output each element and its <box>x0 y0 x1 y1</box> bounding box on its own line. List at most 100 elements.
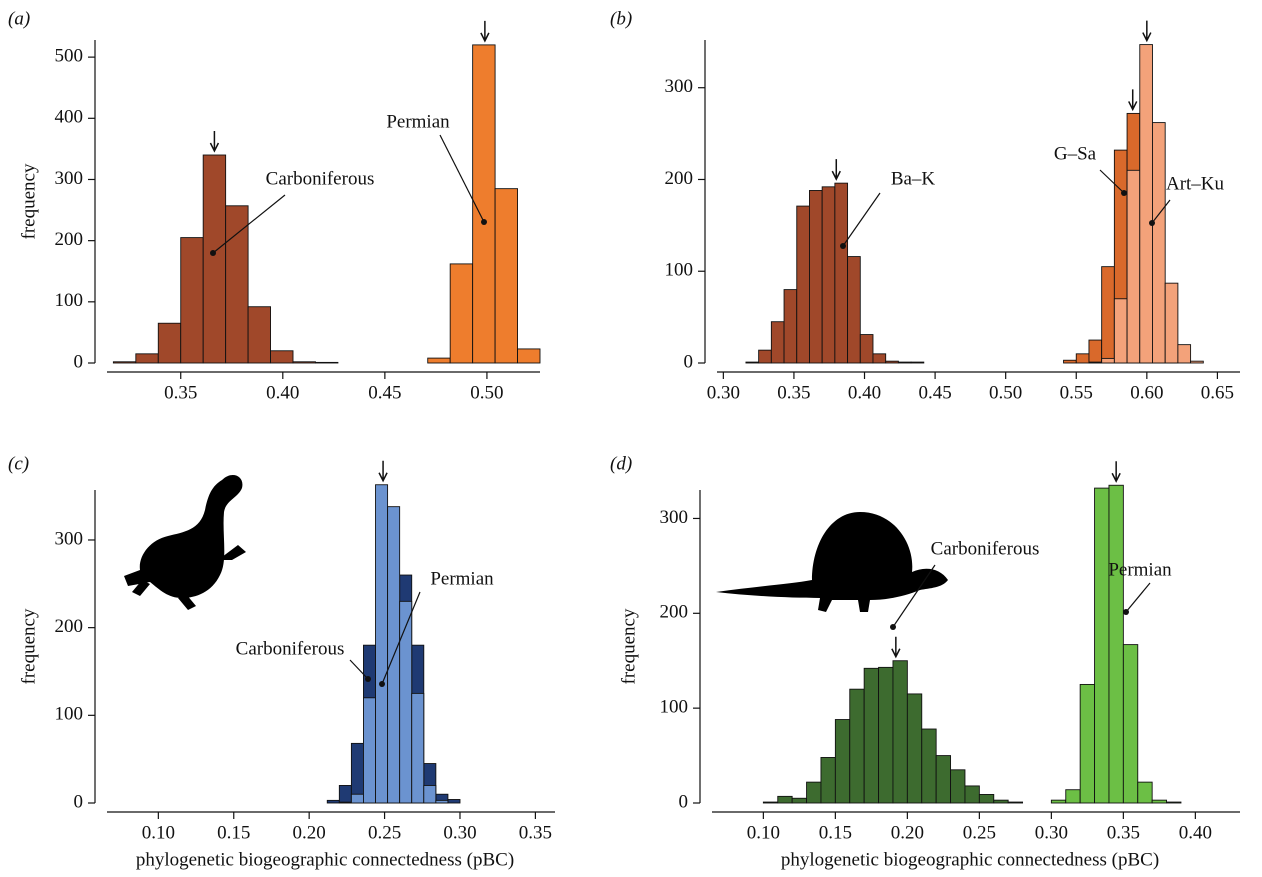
bar <box>423 785 437 804</box>
series-label: Ba–K <box>891 168 936 189</box>
bar <box>1139 44 1153 364</box>
x-tick-label: 0.40 <box>848 382 881 403</box>
bar <box>350 793 364 804</box>
series-label: Permian <box>430 568 494 589</box>
bar <box>435 799 449 804</box>
annotation-dot <box>840 243 846 249</box>
median-arrow <box>831 159 841 181</box>
annotation-leader <box>842 192 881 247</box>
x-tick-label: 0.30 <box>707 382 740 403</box>
bar <box>762 801 779 804</box>
series-label: Carboniferous <box>931 538 1040 559</box>
annotation-leader <box>439 134 485 223</box>
y-tick-label: 200 <box>660 602 689 623</box>
x-tick-label: 0.45 <box>918 382 951 403</box>
y-tick-label: 500 <box>55 45 84 66</box>
bar <box>247 306 272 364</box>
y-tick-label: 300 <box>665 76 694 97</box>
bar <box>494 188 518 364</box>
silhouette-amphibian <box>124 474 246 610</box>
bar <box>315 361 339 364</box>
y-axis-label: frequency <box>618 608 639 684</box>
y-tick-label: 0 <box>684 351 694 372</box>
bar <box>411 692 425 804</box>
bar <box>292 361 316 364</box>
x-tick-label: 0.60 <box>1130 382 1163 403</box>
bar <box>112 361 137 364</box>
bar <box>1190 360 1204 364</box>
bar <box>202 154 227 364</box>
bar <box>1166 801 1182 804</box>
bar <box>225 205 249 364</box>
annotation-leader <box>1099 169 1125 194</box>
bar <box>1113 298 1128 364</box>
bar <box>885 360 899 364</box>
x-tick-label: 0.35 <box>777 382 810 403</box>
panel-label: (c) <box>8 453 29 474</box>
median-arrow <box>480 20 490 43</box>
annotation-dot <box>365 676 371 682</box>
bar <box>1007 801 1024 804</box>
bar <box>1101 357 1115 364</box>
x-tick-label: 0.25 <box>368 822 401 843</box>
bar <box>821 186 836 364</box>
bar <box>993 799 1009 804</box>
x-axis-label: phylogenetic biogeographic connectedness… <box>781 849 1159 870</box>
annotation-leader <box>1151 199 1171 224</box>
y-tick-label: 100 <box>665 260 694 281</box>
panel: (a) frequency 0 100 200 300 400 500 0.35 0.40 0.45… <box>8 8 541 403</box>
y-tick-label: 300 <box>55 168 84 189</box>
annotation-dot <box>1123 609 1129 615</box>
x-axis-label: phylogenetic biogeographic connectedness… <box>136 849 514 870</box>
panel: (c) frequency phylogenetic biogeographic c… <box>8 453 555 870</box>
x-tick-label: 0.65 <box>1201 382 1234 403</box>
bar <box>921 728 937 804</box>
bar <box>950 769 966 804</box>
bar <box>834 719 851 804</box>
bar <box>791 797 808 804</box>
annotation-leader <box>349 659 369 680</box>
panel-label: (d) <box>610 453 632 474</box>
bar <box>1152 122 1166 364</box>
bar <box>758 349 772 364</box>
x-tick-label: 0.40 <box>266 382 299 403</box>
x-tick-label: 0.55 <box>1060 382 1093 403</box>
x-tick-label: 0.45 <box>368 382 401 403</box>
x-tick-label: 0.30 <box>443 822 476 843</box>
y-tick-label: 0 <box>679 791 689 812</box>
bar <box>745 361 760 364</box>
median-arrow <box>1128 89 1138 112</box>
y-axis-label: frequency <box>18 608 39 684</box>
bar <box>872 353 887 364</box>
annotation-dot <box>379 681 385 687</box>
x-tick-label: 0.35 <box>519 822 552 843</box>
y-tick-label: 0 <box>74 351 84 372</box>
x-tick-label: 0.50 <box>470 382 503 403</box>
y-tick-label: 200 <box>665 168 694 189</box>
y-tick-label: 400 <box>55 107 84 128</box>
bar <box>1050 799 1067 804</box>
x-tick-label: 0.30 <box>1035 822 1068 843</box>
annotation-dot <box>481 219 487 225</box>
bar <box>892 660 908 804</box>
y-tick-label: 100 <box>55 704 84 725</box>
y-tick-label: 300 <box>660 507 689 528</box>
bar <box>180 237 204 364</box>
bar <box>847 256 861 364</box>
x-tick-label: 0.15 <box>819 822 852 843</box>
panel-label: (b) <box>610 8 632 29</box>
bar <box>338 801 352 804</box>
bar <box>1151 799 1168 804</box>
series-label: G–Sa <box>1054 143 1097 164</box>
bar <box>935 755 952 804</box>
bar <box>964 785 980 804</box>
series-label: Art–Ku <box>1166 173 1225 194</box>
x-tick-label: 0.20 <box>293 822 326 843</box>
bar <box>1137 781 1153 804</box>
bar <box>1075 353 1090 364</box>
bar <box>897 361 912 364</box>
bar <box>1063 359 1077 364</box>
bar <box>1164 282 1179 364</box>
bar <box>472 44 496 364</box>
